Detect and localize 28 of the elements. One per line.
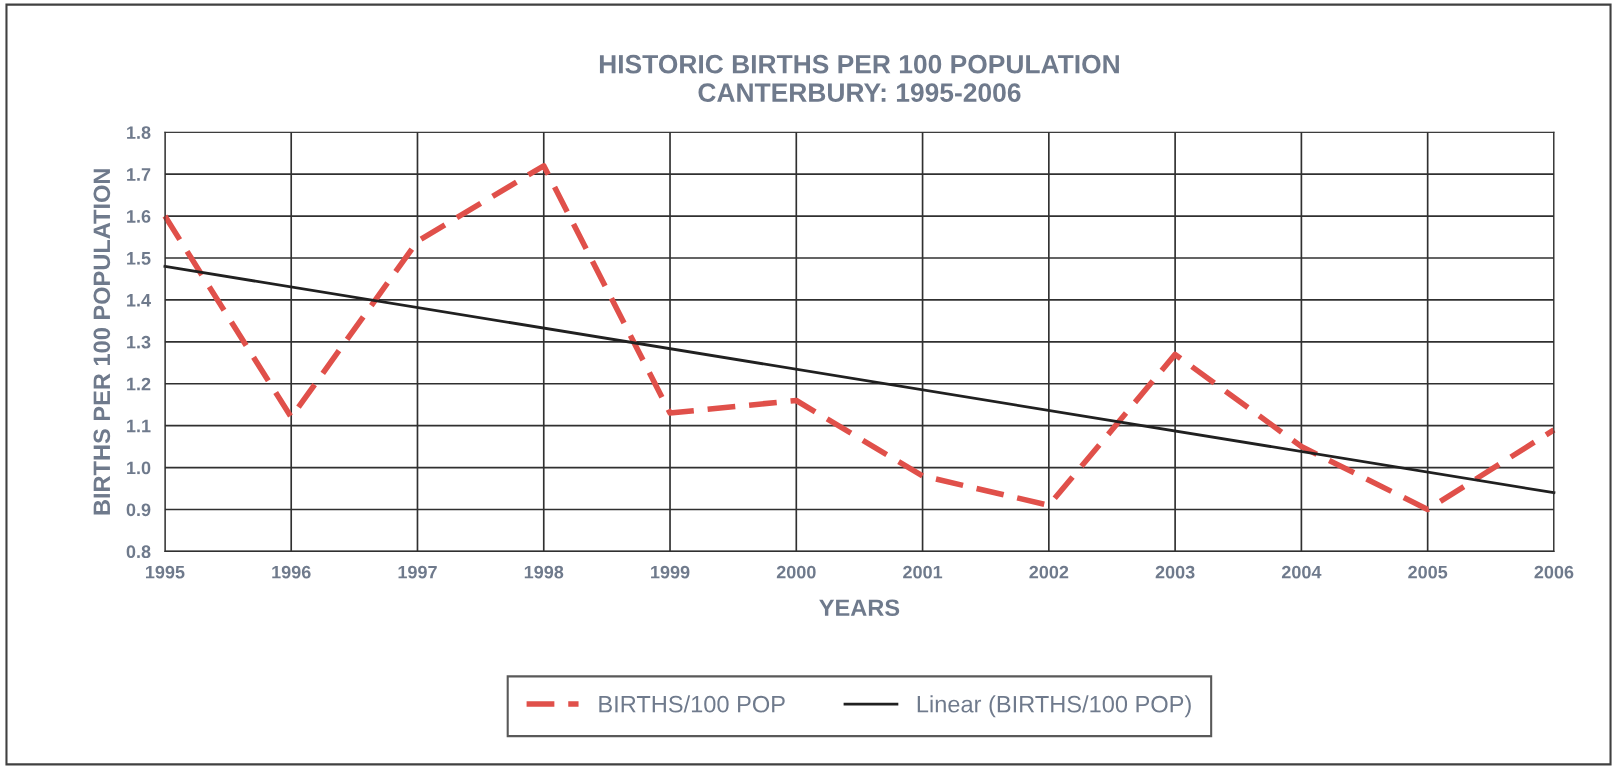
y-tick-label: 0.8: [126, 545, 151, 559]
y-tick-label: 1.0: [127, 461, 151, 475]
x-axis-title: YEARS: [819, 599, 900, 617]
x-tick-label: 2004: [1281, 565, 1322, 579]
legend-label: Linear (BIRTHS/100 POP): [917, 695, 1191, 718]
y-tick-label: 1.7: [127, 168, 151, 181]
x-tick-label: 1999: [651, 565, 690, 579]
chart-title: HISTORIC BIRTHS PER 100 POPULATION CANTERBURY: 1995-2006: [599, 54, 1119, 102]
y-tick-label: 1.2: [127, 377, 151, 391]
y-tick-label: 1.8: [127, 126, 151, 139]
y-tick-label: 1.3: [127, 335, 151, 349]
x-tick-label: 2002: [1029, 565, 1069, 579]
x-tick-label: 1996: [272, 565, 311, 579]
y-tick-label: 1.4: [127, 294, 151, 307]
x-tick-label: 2001: [903, 565, 943, 579]
x-tick-label: 2000: [776, 565, 816, 579]
y-tick-label: 1.6: [127, 210, 151, 223]
x-tick-label: 1998: [524, 565, 564, 579]
x-tick-label: 1997: [398, 565, 437, 579]
y-tick-label: 1.1: [127, 419, 151, 433]
x-tick-label: 2005: [1408, 565, 1448, 579]
x-tick-label: 1995: [145, 565, 185, 579]
legend-label: BIRTHS/100 POP: [599, 695, 785, 713]
x-tick-label: 2003: [1155, 565, 1195, 579]
y-tick-label: 1.5: [127, 252, 151, 265]
y-axis-title: BIRTHS PER 100 POPULATION: [93, 169, 111, 515]
x-tick-label: 2006: [1534, 565, 1574, 579]
y-tick-label: 0.9: [126, 503, 151, 517]
